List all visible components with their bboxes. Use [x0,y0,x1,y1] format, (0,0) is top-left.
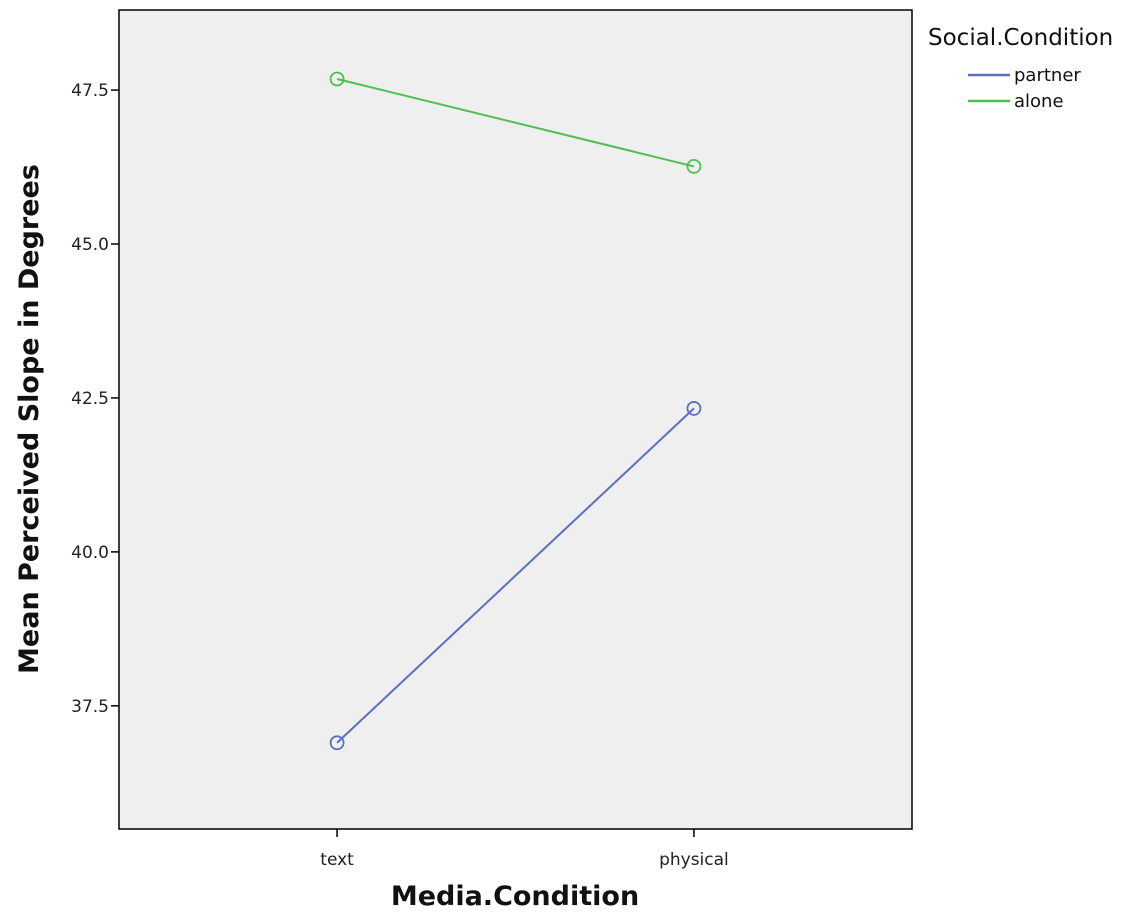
legend-title: Social.Condition [928,25,1113,51]
series-line-partner [336,407,695,744]
y-tick-label: 37.5 [71,697,109,717]
series-group [329,71,702,751]
x-tick-label: text [320,850,354,870]
legend: Social.Condition partner alone [928,25,1113,112]
x-axis: text physical [320,829,729,870]
x-tick-label: physical [659,850,729,870]
y-tick-label: 40.0 [71,543,109,563]
y-axis: 37.5 40.0 42.5 45.0 47.5 [71,81,119,717]
y-tick-label: 45.0 [71,235,109,255]
data-point-alone [686,159,702,174]
data-point-partner [329,735,345,751]
y-tick-label: 42.5 [71,389,109,409]
y-axis-title: Mean Perceived Slope in Degrees [14,164,45,674]
data-point-partner [686,401,702,416]
x-axis-title: Media.Condition [391,881,639,912]
plot-area [118,9,913,830]
y-tick-label: 47.5 [71,81,109,101]
data-point-alone [329,71,345,87]
series-line-alone [336,77,695,168]
legend-label-alone: alone [1014,91,1064,112]
legend-label-partner: partner [1014,65,1081,86]
